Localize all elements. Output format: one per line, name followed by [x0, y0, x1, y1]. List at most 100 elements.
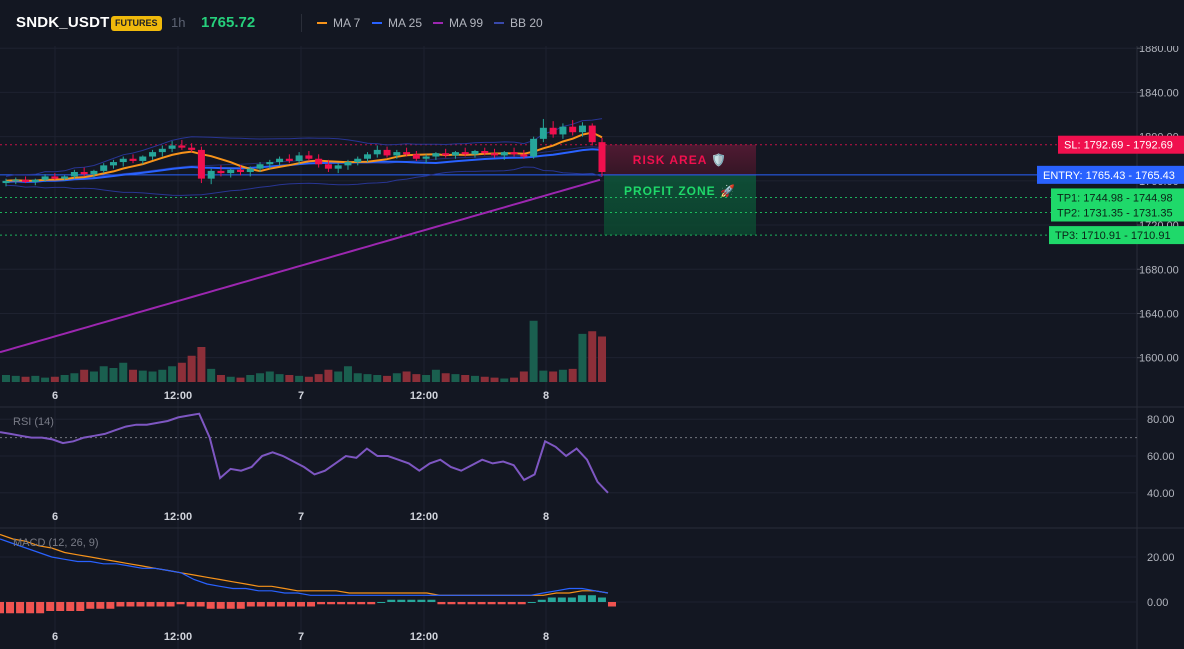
volume-bar	[480, 376, 489, 382]
volume-bar	[236, 377, 245, 382]
candle-body	[276, 158, 284, 163]
macd-hist-bar	[246, 602, 255, 607]
macd-hist-bar	[457, 602, 466, 605]
candle-body	[461, 152, 469, 155]
profit-zone	[604, 174, 756, 236]
volume-bar	[441, 373, 450, 382]
candle-body	[500, 152, 508, 156]
macd-hist-bar	[307, 602, 316, 607]
candle-body	[139, 156, 147, 161]
macd-hist-bar	[96, 602, 105, 609]
volume-bar	[80, 369, 89, 382]
candle-body	[315, 158, 323, 165]
macd-hist-bar	[317, 602, 326, 605]
macd-hist-bar	[427, 599, 436, 602]
price-tick-label: 1880.00	[1139, 43, 1179, 55]
volume-bar	[11, 375, 20, 382]
macd-hist-bar	[256, 602, 265, 607]
macd-hist-bar	[487, 602, 496, 605]
volume-bar	[246, 375, 255, 382]
candle-body	[22, 179, 30, 182]
candle-body	[471, 151, 479, 155]
macd-hist-bar	[537, 599, 546, 602]
macd-hist-bar	[437, 602, 446, 605]
macd-hist-bar	[236, 602, 245, 609]
volume-bar	[70, 373, 79, 382]
candle-body	[344, 162, 352, 166]
legend-ma25[interactable]: MA 25	[372, 16, 422, 30]
volume-bar	[177, 362, 186, 382]
rsi-tick-label: 60.00	[1147, 451, 1175, 463]
macd-hist-bar	[196, 602, 205, 607]
time-tick-label: 8	[543, 511, 549, 523]
bb-lower-line	[5, 166, 603, 196]
candle-body	[256, 164, 264, 169]
risk-zone	[604, 144, 756, 175]
volume-bar	[197, 347, 206, 382]
volume-bar	[353, 373, 362, 382]
volume-bar	[41, 377, 50, 382]
macd-hist-bar	[16, 602, 25, 614]
candle-body	[354, 158, 362, 163]
volume-bar	[461, 375, 470, 382]
volume-bar	[392, 373, 401, 382]
candle-body	[305, 155, 313, 159]
macd-line	[0, 538, 609, 596]
candle-body	[109, 162, 117, 166]
volume-bar	[89, 371, 98, 382]
tp3-tag	[1049, 226, 1184, 245]
bb-mid-line	[5, 146, 603, 182]
price-tick-label: 1640.00	[1139, 308, 1179, 320]
macd-hist-bar	[397, 599, 406, 602]
candle-body	[334, 165, 342, 169]
ma7-swatch-icon	[317, 22, 327, 24]
time-tick-label: 12:00	[410, 511, 438, 523]
chart-header: SNDK_USDT FUTURES 1h 1765.72 MA 7 MA 25 …	[0, 0, 1184, 46]
macd-hist-bar	[547, 597, 556, 602]
volume-bar	[148, 371, 157, 382]
candle-body	[119, 158, 127, 163]
volume-bar	[431, 369, 440, 382]
time-tick-label: 7	[298, 631, 304, 643]
volume-bar	[285, 375, 294, 382]
legend-ma7[interactable]: MA 7	[317, 16, 360, 30]
candle-body	[168, 145, 176, 149]
candle-body	[80, 172, 88, 175]
candle-body	[422, 156, 430, 159]
candle-body	[559, 126, 567, 135]
candle-body	[403, 152, 411, 155]
rsi-line	[0, 412, 609, 494]
volume-bar	[588, 331, 597, 382]
macd-hist-bar	[467, 602, 476, 605]
tp2-tag-label: TP2: 1731.35 - 1731.35	[1057, 208, 1173, 220]
time-tick-label: 8	[543, 631, 549, 643]
candle-body	[432, 153, 440, 157]
candle-body	[90, 170, 98, 175]
candle-body	[578, 125, 586, 133]
candle-body	[451, 152, 459, 156]
ma25-swatch-icon	[372, 22, 382, 24]
timeframe-label[interactable]: 1h	[171, 15, 186, 30]
volume-bar	[129, 369, 138, 382]
macd-hist-bar	[56, 602, 65, 611]
price-tick-label: 1680.00	[1139, 264, 1179, 276]
macd-hist-bar	[26, 602, 35, 614]
macd-hist-bar	[507, 602, 516, 605]
legend-bb20[interactable]: BB 20	[494, 16, 543, 30]
candle-body	[217, 170, 225, 174]
legend-ma99[interactable]: MA 99	[433, 16, 483, 30]
macd-hist-bar	[226, 602, 235, 609]
macd-hist-bar	[206, 602, 215, 609]
volume-bar	[568, 368, 577, 382]
time-tick-label: 12:00	[410, 631, 438, 643]
volume-bar	[549, 371, 558, 382]
macd-hist-bar	[266, 602, 275, 607]
candle-body	[598, 142, 606, 172]
symbol-name[interactable]: SNDK_USDT	[16, 14, 110, 31]
candle-body	[149, 152, 157, 157]
macd-hist-bar	[527, 602, 536, 603]
macd-hist-bar	[357, 602, 366, 605]
volume-bar	[314, 374, 323, 382]
macd-hist-bar	[337, 602, 346, 605]
